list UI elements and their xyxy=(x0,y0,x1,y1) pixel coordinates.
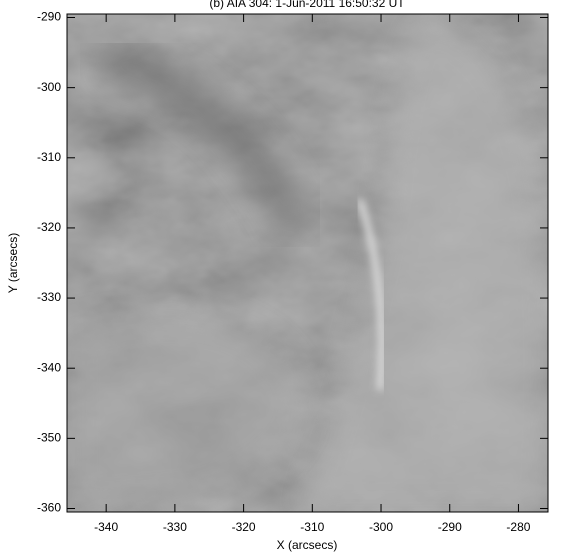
y-tick-label: -350 xyxy=(37,431,61,445)
y-tick-label: -340 xyxy=(37,360,61,374)
x-axis-label: X (arcsecs) xyxy=(277,538,338,552)
y-tick-label: -360 xyxy=(37,501,61,515)
solar-image xyxy=(67,14,553,512)
x-tick-label: -320 xyxy=(232,520,256,534)
x-tick-label: -310 xyxy=(300,520,324,534)
x-tick-label: -340 xyxy=(94,520,118,534)
x-tick-label: -280 xyxy=(506,520,530,534)
chart-title: (b) AIA 304: 1-Jun-2011 16:50:32 UT xyxy=(209,0,405,10)
y-axis-label: Y (arcsecs) xyxy=(6,233,20,293)
y-tick-label: -290 xyxy=(37,10,61,24)
y-tick-label: -300 xyxy=(37,80,61,94)
x-tick-label: -330 xyxy=(163,520,187,534)
y-tick-label: -310 xyxy=(37,150,61,164)
x-tick-label: -300 xyxy=(369,520,393,534)
chart: (b) AIA 304: 1-Jun-2011 16:50:32 UT X (a… xyxy=(0,0,572,556)
y-tick-label: -320 xyxy=(37,220,61,234)
x-tick-label: -290 xyxy=(438,520,462,534)
y-tick-label: -330 xyxy=(37,290,61,304)
page: (b) AIA 304: 1-Jun-2011 16:50:32 UT X (a… xyxy=(0,0,572,556)
